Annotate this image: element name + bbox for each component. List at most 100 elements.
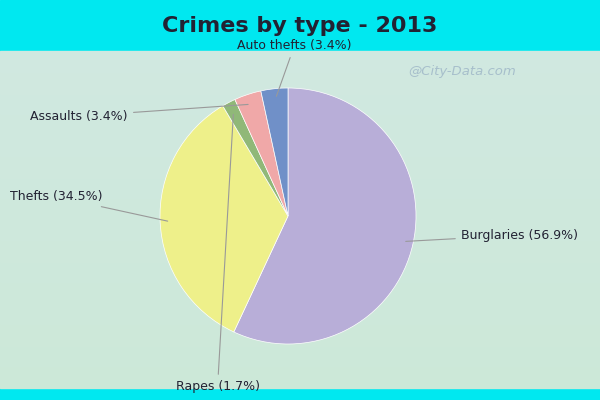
- Bar: [0, 120, 600, 122]
- Text: Auto thefts (3.4%): Auto thefts (3.4%): [237, 39, 352, 96]
- Bar: [0, 63, 600, 66]
- Bar: [0, 293, 600, 296]
- Bar: [0, 197, 600, 200]
- Bar: [0, 147, 600, 150]
- Bar: [0, 184, 600, 186]
- Bar: [0, 108, 600, 111]
- Bar: [0, 176, 600, 178]
- Bar: [0, 296, 600, 299]
- Bar: [0, 166, 600, 168]
- Bar: [0, 107, 600, 109]
- Bar: [0, 159, 600, 161]
- Bar: [0, 92, 600, 94]
- Bar: [0, 216, 600, 218]
- Bar: [0, 56, 600, 59]
- Wedge shape: [235, 91, 288, 216]
- Bar: [0, 66, 600, 69]
- Bar: [0, 0, 600, 52]
- Bar: [0, 380, 600, 383]
- Bar: [0, 125, 600, 128]
- Bar: [0, 70, 600, 72]
- Bar: [0, 149, 600, 151]
- Bar: [0, 306, 600, 309]
- Bar: [0, 172, 600, 175]
- Bar: [0, 150, 600, 153]
- Bar: [0, 167, 600, 170]
- Bar: [0, 134, 600, 136]
- Text: Crimes by type - 2013: Crimes by type - 2013: [163, 16, 437, 36]
- Bar: [0, 310, 600, 312]
- Bar: [0, 110, 600, 112]
- Bar: [0, 362, 600, 364]
- Bar: [0, 335, 600, 338]
- Bar: [0, 174, 600, 176]
- Bar: [0, 214, 600, 217]
- Bar: [0, 187, 600, 190]
- Bar: [0, 113, 600, 116]
- Bar: [0, 60, 600, 62]
- Bar: [0, 162, 600, 164]
- Bar: [0, 285, 600, 287]
- Bar: [0, 384, 600, 386]
- Bar: [0, 145, 600, 148]
- Bar: [0, 221, 600, 223]
- Bar: [0, 280, 600, 282]
- Bar: [0, 137, 600, 139]
- Bar: [0, 88, 600, 91]
- Bar: [0, 388, 600, 400]
- Bar: [0, 359, 600, 361]
- Bar: [0, 372, 600, 374]
- Bar: [0, 281, 600, 284]
- Bar: [0, 273, 600, 276]
- Bar: [0, 348, 600, 351]
- Bar: [0, 177, 600, 180]
- Bar: [0, 370, 600, 373]
- Bar: [0, 236, 600, 238]
- Bar: [0, 357, 600, 360]
- Bar: [0, 305, 600, 307]
- Bar: [0, 93, 600, 96]
- Bar: [0, 318, 600, 321]
- Bar: [0, 118, 600, 121]
- Bar: [0, 312, 600, 314]
- Bar: [0, 355, 600, 358]
- Bar: [0, 160, 600, 163]
- Text: Thefts (34.5%): Thefts (34.5%): [10, 190, 167, 221]
- Bar: [0, 80, 600, 82]
- Bar: [0, 244, 600, 247]
- Bar: [0, 122, 600, 124]
- Bar: [0, 286, 600, 289]
- Bar: [0, 320, 600, 322]
- Bar: [0, 298, 600, 301]
- Bar: [0, 130, 600, 133]
- Bar: [0, 82, 600, 84]
- Bar: [0, 75, 600, 77]
- Bar: [0, 313, 600, 316]
- Bar: [0, 85, 600, 87]
- Bar: [0, 261, 600, 264]
- Bar: [0, 179, 600, 181]
- Bar: [0, 191, 600, 193]
- Bar: [0, 83, 600, 86]
- Bar: [0, 73, 600, 76]
- Bar: [0, 154, 600, 156]
- Bar: [0, 95, 600, 97]
- Bar: [0, 231, 600, 234]
- Bar: [0, 180, 600, 183]
- Bar: [0, 117, 600, 119]
- Bar: [0, 222, 600, 225]
- Text: Assaults (3.4%): Assaults (3.4%): [31, 104, 248, 123]
- Bar: [0, 103, 600, 106]
- Text: Rapes (1.7%): Rapes (1.7%): [176, 114, 260, 393]
- Bar: [0, 251, 600, 254]
- Bar: [0, 135, 600, 138]
- Bar: [0, 239, 600, 242]
- Bar: [0, 258, 600, 260]
- Bar: [0, 328, 600, 331]
- Bar: [0, 155, 600, 158]
- Bar: [0, 90, 600, 92]
- Bar: [0, 270, 600, 272]
- Bar: [0, 338, 600, 341]
- Bar: [0, 127, 600, 129]
- Bar: [0, 369, 600, 371]
